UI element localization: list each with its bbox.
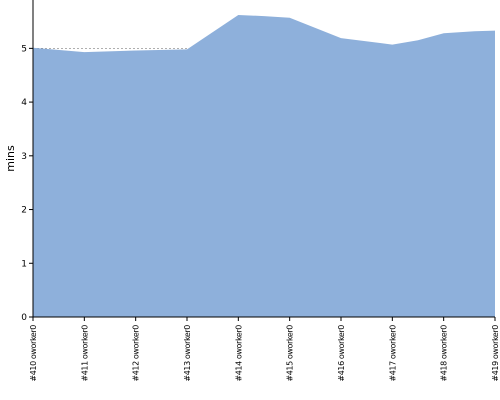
x-tick-label: #417 oworker0 (388, 325, 397, 382)
x-tick-label: #418 oworker0 (440, 325, 449, 382)
y-axis-ticks: 0 1 2 3 4 5 (21, 44, 33, 323)
y-tick-label: 0 (21, 313, 27, 323)
y-tick-label: 1 (21, 259, 27, 269)
y-axis-title: mins (4, 145, 17, 172)
y-tick-label: 2 (21, 206, 27, 216)
y-tick-label: 4 (21, 98, 27, 108)
x-tick-label: #416 oworker0 (337, 325, 346, 382)
x-tick-label: #415 oworker0 (286, 325, 295, 382)
series-area (33, 15, 495, 317)
y-tick-label: 5 (21, 44, 27, 54)
x-tick-label: #414 oworker0 (234, 325, 243, 382)
y-tick-label: 3 (21, 152, 27, 162)
x-tick-label: #413 oworker0 (183, 325, 192, 382)
x-tick-label: #410 oworker0 (29, 325, 38, 382)
x-tick-label: #419 oworker0 (491, 325, 500, 382)
x-tick-label: #412 oworker0 (132, 325, 141, 382)
x-tick-label: #411 oworker0 (80, 325, 89, 382)
x-axis-ticks: #410 oworker0 #411 oworker0 #412 oworker0 #… (29, 317, 500, 382)
